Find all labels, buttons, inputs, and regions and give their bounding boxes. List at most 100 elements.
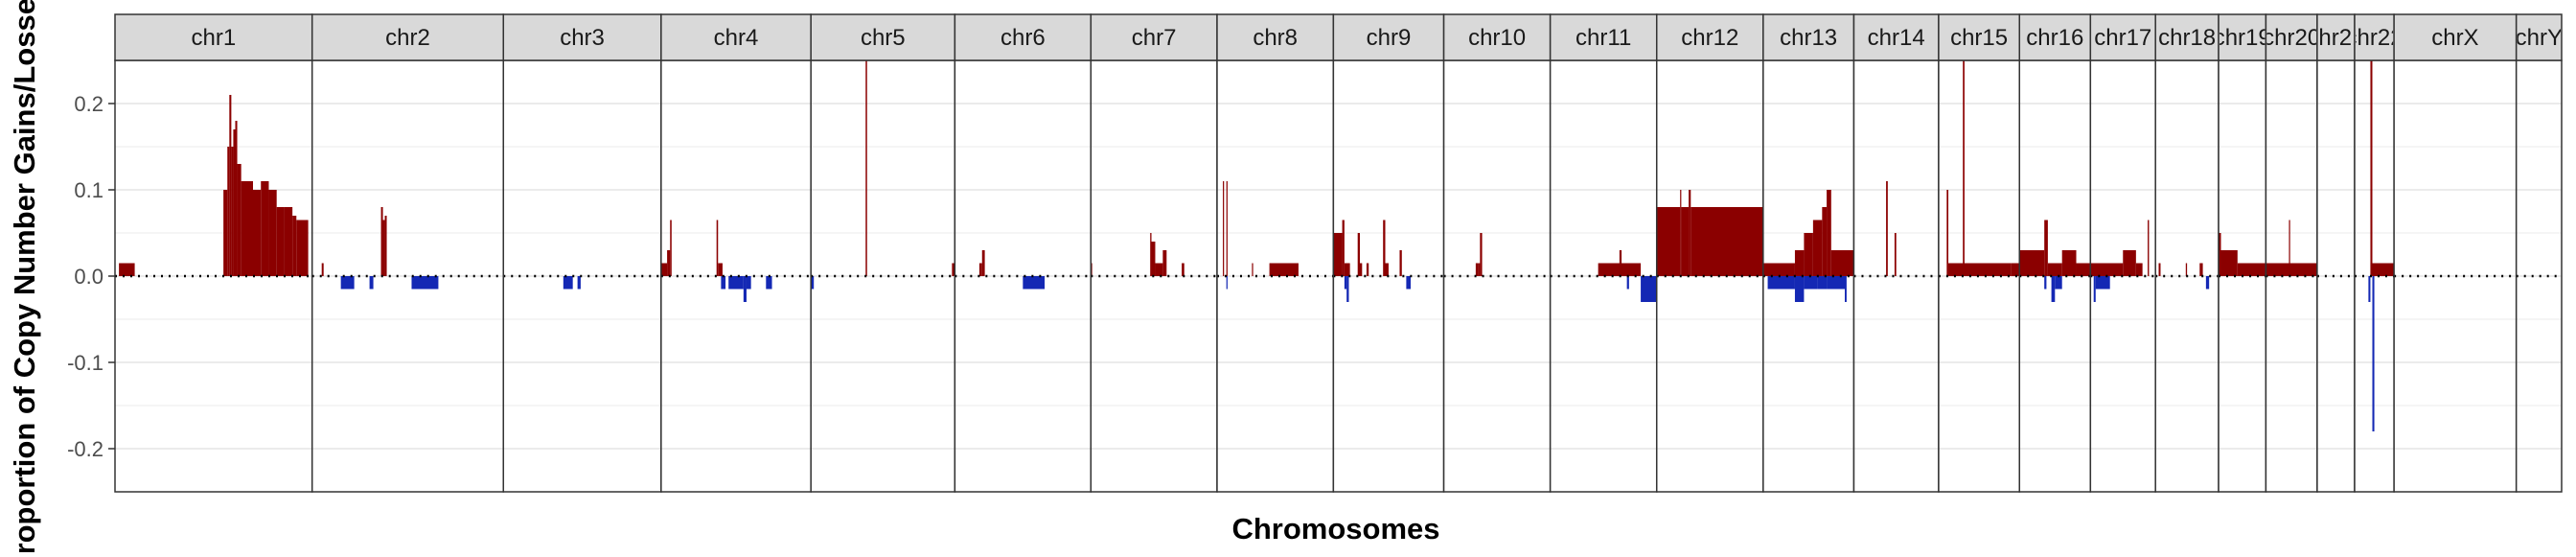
loss-bar [1344,276,1347,290]
loss-bar [766,276,772,290]
gain-bar [223,190,228,276]
gain-bar [2135,263,2143,276]
panel-chrY: chrY [2515,13,2563,493]
strip-chrY [2515,13,2563,61]
strip-label-chr4: chr4 [714,25,759,51]
gain-bar [1399,250,1402,276]
strip-chrX [2393,13,2518,61]
loss-bar [2055,276,2062,290]
y-axis: -0.2 -0.1 0.0 0.1 0.2 [67,92,115,461]
strip-label-chr18: chr18 [2158,25,2216,51]
gain-bar [1681,207,1690,276]
gain-bar [261,181,269,276]
gain-bar [268,190,277,276]
strip-chr12 [1655,13,1764,61]
strip-label-chr14: chr14 [1868,25,1925,51]
strip-chr9 [1332,13,1445,61]
gain-bar [1480,233,1483,276]
panel-chr12: chr12 [1655,13,1764,493]
loss-bar [2095,276,2110,290]
gain-bar [718,263,723,276]
panel-chr15: chr15 [1938,13,2021,493]
strip-label-chr22: chr22 [2346,25,2404,51]
gain-bar [1252,263,1254,276]
y-axis-title: Proportion of Copy Number Gains/Losses [8,0,41,552]
panel-chr6: chr6 [954,13,1092,493]
gain-bar [1151,242,1156,276]
gain-bar [1162,250,1167,276]
gain-bar [284,207,293,276]
loss-bar [2205,276,2210,290]
loss-bar [1794,276,1805,302]
gain-bar [1366,263,1369,276]
panel-chr22: chr22 [2346,13,2404,493]
strip-label-chr11: chr11 [1576,25,1631,51]
gain-bar [2123,250,2136,276]
strip-label-chr10: chr10 [1468,25,1526,51]
gain-bar [1894,233,1897,276]
gain-bar [1886,181,1888,276]
panel-chr11: chr11 [1549,13,1658,493]
gain-bar [296,220,309,276]
strip-chr1 [114,13,313,61]
gain-bar [660,263,668,276]
gain-bar [2199,263,2203,276]
gain-bar [2185,263,2188,276]
gain-bar [2044,220,2048,276]
gain-bar [237,164,242,276]
panel-chr7: chr7 [1090,13,1218,493]
panel-chrX: chrX [2393,13,2518,493]
panel-chr4: chr4 [660,13,812,493]
strip-chr5 [810,13,956,61]
panel-chr16: chr16 [2018,13,2092,493]
strip-label-chr15: chr15 [1950,25,2008,51]
gain-bar [119,263,135,276]
gain-bar [1475,263,1479,276]
gain-bar [670,220,672,276]
panel-chr1: chr1 [114,13,313,493]
panel-chr3: chr3 [502,13,662,493]
strip-label-chr16: chr16 [2026,25,2083,51]
panel-chr21: chr21 [2307,13,2364,493]
gain-bar [1342,220,1345,276]
gain-bar [2090,263,2124,276]
loss-bar [2093,276,2096,302]
strip-chr6 [954,13,1092,61]
gain-bar [1223,181,1225,276]
strip-chr8 [1216,13,1335,61]
gain-bar [1830,250,1854,276]
loss-bar [411,276,439,290]
strip-chr10 [1442,13,1552,61]
gain-bar [384,216,387,276]
gain-bar [1360,263,1363,276]
gain-bar [2148,220,2150,276]
y-tick-label: 0.0 [74,265,104,289]
strip-chr14 [1852,13,1940,61]
gain-bar [2061,250,2077,276]
y-tick-label: -0.2 [67,437,104,461]
gain-bar [716,220,719,276]
strip-chr4 [660,13,812,61]
y-tick-label: -0.1 [67,351,104,375]
gain-bar [2370,263,2395,276]
loss-bar [340,276,355,290]
gain-bar [1822,207,1828,276]
gain-bar [1150,233,1152,276]
panel-chr10: chr10 [1442,13,1552,493]
panel-chr13: chr13 [1762,13,1855,493]
loss-bar [577,276,581,290]
gain-bar [2266,263,2317,276]
gain-bar [241,181,254,276]
loss-bar [1767,276,1795,290]
loss-bar [1827,276,1845,290]
chromosome-panels: chr1 chr2 chr3 chr4 chr5 chr6 chr7 chr8 chr9 chr1… [114,13,2563,493]
gain-bar [227,147,230,276]
strip-label-chr6: chr6 [1000,25,1046,51]
y-tick-label: 0.2 [74,92,104,116]
strip-chr20 [2265,13,2318,61]
panel-chr17: chr17 [2089,13,2156,493]
strip-label-chr12: chr12 [1681,25,1738,51]
strip-label-chr21: chr21 [2307,25,2364,51]
panel-chr14: chr14 [1852,13,1940,493]
